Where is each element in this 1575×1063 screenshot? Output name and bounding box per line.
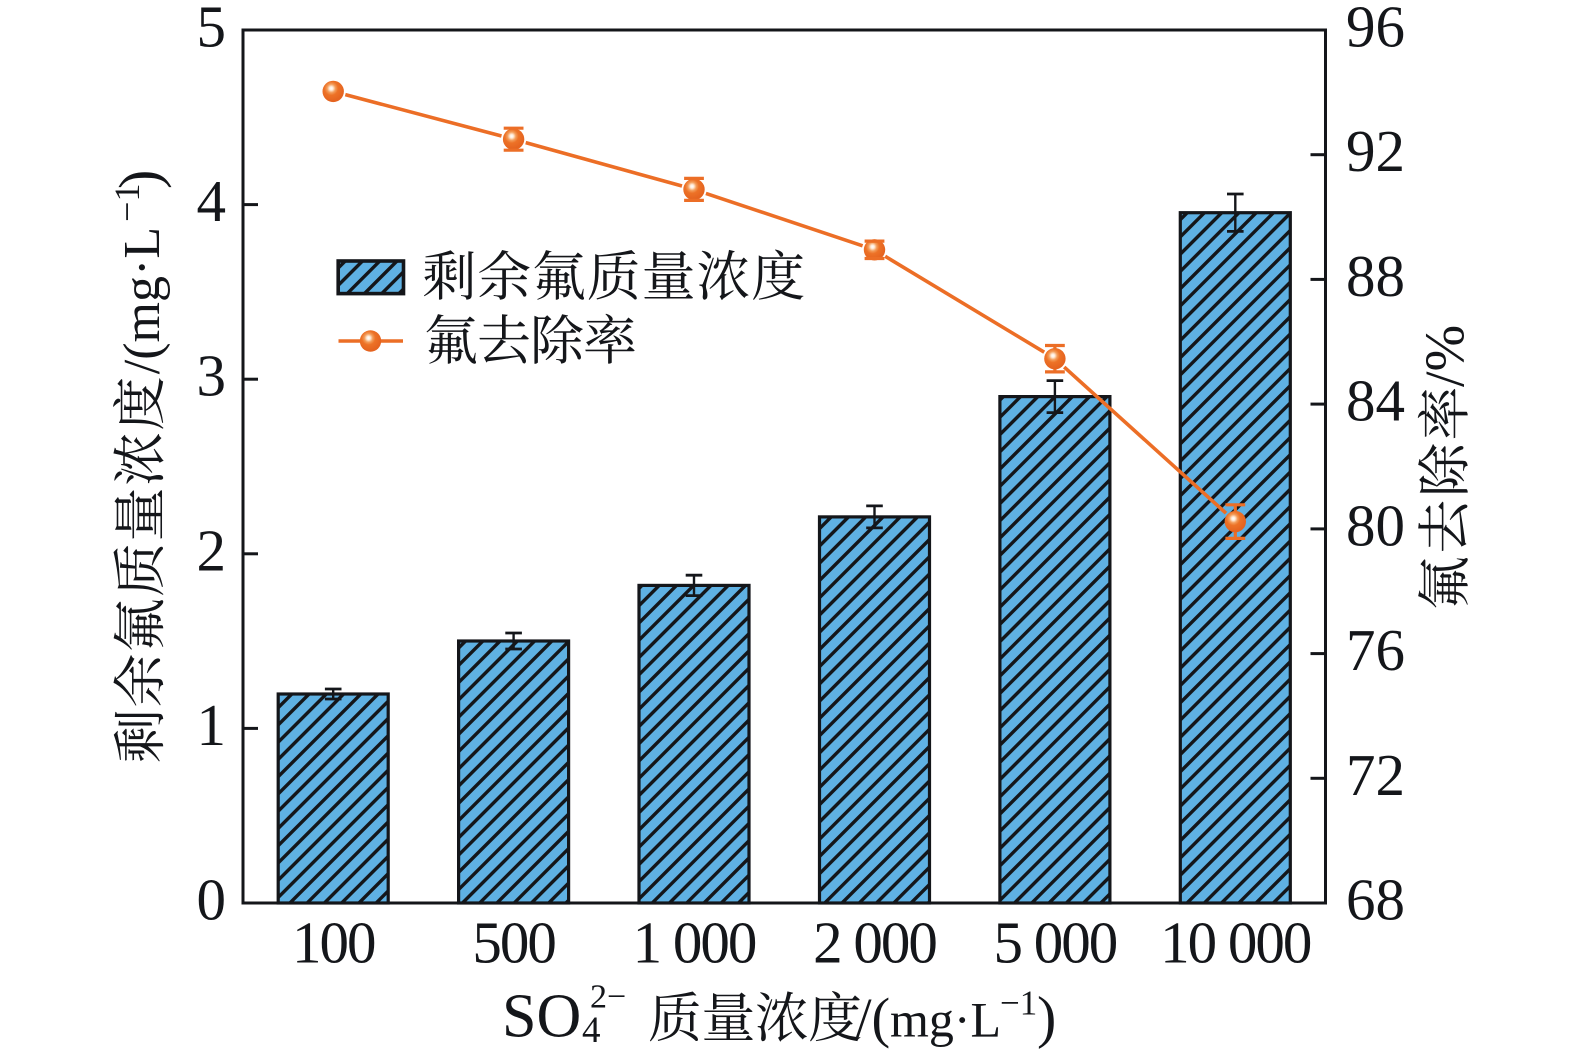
svg-text:SO: SO [502, 983, 581, 1051]
svg-text:4: 4 [197, 168, 227, 234]
svg-text:80: 80 [1346, 492, 1405, 558]
svg-text:mg·L: mg·L [890, 992, 1001, 1048]
svg-text:−1: −1 [107, 183, 147, 221]
svg-text:/(: /( [856, 988, 890, 1050]
svg-text:76: 76 [1346, 617, 1405, 683]
svg-text:100: 100 [292, 910, 375, 976]
svg-text:3: 3 [197, 343, 227, 409]
svg-text:1 000: 1 000 [633, 910, 756, 976]
svg-text:84: 84 [1346, 368, 1405, 434]
svg-text:500: 500 [472, 910, 555, 976]
svg-text:72: 72 [1346, 742, 1405, 808]
svg-text:): ) [1037, 985, 1056, 1050]
svg-text:68: 68 [1346, 867, 1405, 933]
svg-text:): ) [107, 170, 172, 189]
svg-text:96: 96 [1346, 0, 1405, 60]
svg-text:0: 0 [197, 867, 227, 933]
svg-text:−1: −1 [1000, 984, 1037, 1023]
svg-text:2 000: 2 000 [813, 910, 936, 976]
svg-text:/(mg·L: /(mg·L [114, 227, 171, 374]
svg-text:10 000: 10 000 [1160, 910, 1311, 976]
svg-text:4: 4 [582, 1010, 601, 1051]
svg-text:5 000: 5 000 [994, 910, 1117, 976]
svg-text:5: 5 [197, 0, 227, 60]
svg-text:92: 92 [1346, 118, 1405, 184]
svg-text:88: 88 [1346, 243, 1405, 309]
svg-text:2−: 2− [590, 978, 626, 1015]
svg-text:1: 1 [197, 692, 227, 758]
svg-text:2: 2 [197, 517, 227, 583]
svg-text:/%: /% [1415, 325, 1477, 387]
